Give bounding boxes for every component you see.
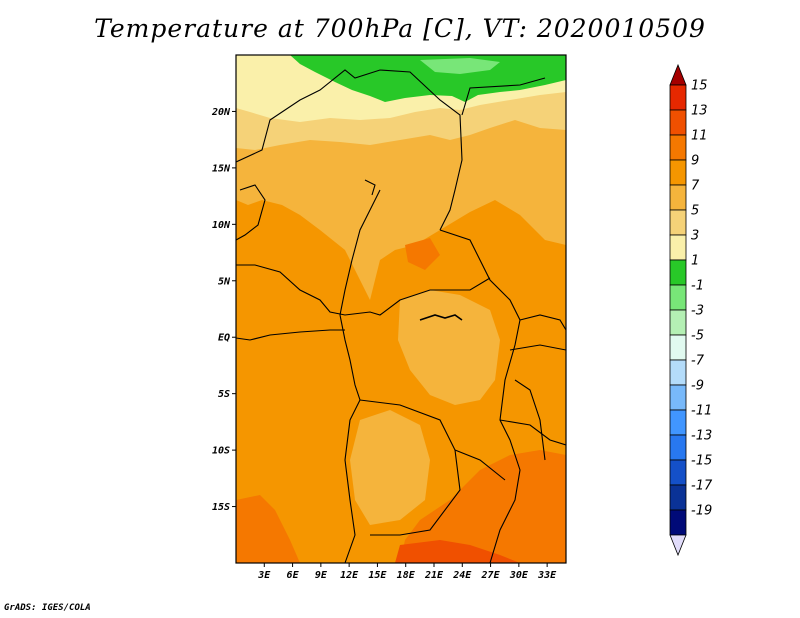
latitude-axis: 20N 15N 10N 5N EQ 5S 10S 15S — [211, 107, 236, 513]
colorbar-label: -7 — [691, 354, 705, 369]
lon-tick-label: 9E — [315, 570, 328, 581]
colorbar-label: -17 — [691, 479, 713, 494]
colorbar-label: -9 — [691, 379, 704, 394]
colorbar-label: -1 — [691, 279, 704, 294]
field-11-13-se — [400, 450, 566, 563]
colorbar-swatch — [669, 184, 687, 211]
colorbar-swatch — [669, 259, 687, 286]
colorbar-label: -15 — [691, 454, 712, 469]
colorbar-swatch — [669, 384, 687, 411]
colorbar-swatch — [669, 234, 687, 261]
colorbar-label: 9 — [691, 154, 699, 169]
lon-tick-label: 21E — [424, 570, 444, 581]
field-7-9-south — [350, 410, 430, 525]
colorbar-swatch — [669, 159, 687, 186]
colorbar-swatch — [669, 509, 687, 536]
colorbar-label: 3 — [691, 229, 699, 244]
colorbar-swatch — [669, 484, 687, 511]
lat-tick-label: 15S — [212, 502, 230, 513]
lon-tick-label: 12E — [340, 570, 359, 581]
lat-tick-label: EQ — [218, 333, 230, 344]
grads-credit: GrADS: IGES/COLA — [4, 603, 91, 613]
colorbar-swatch — [669, 359, 687, 386]
lat-tick-label: 5S — [218, 389, 230, 400]
lon-tick-label: 24E — [452, 570, 472, 581]
lat-tick-label: 20N — [211, 107, 231, 118]
lon-tick-label: 15E — [368, 570, 387, 581]
lon-tick-label: 27E — [481, 570, 501, 581]
field-1-3 — [290, 55, 566, 102]
colorbar-top-arrow — [669, 63, 687, 86]
colorbar-label: -3 — [691, 304, 704, 319]
colorbar-swatch — [669, 134, 687, 161]
colorbar-swatch — [669, 209, 687, 236]
longitude-axis: 3E 6E 9E 12E 15E 18E 21E 24E 27E 30E 33E — [257, 563, 557, 581]
colorbar-swatch — [669, 84, 687, 111]
field-11-13-c — [405, 238, 440, 270]
colorbar-swatch — [669, 309, 687, 336]
map-title: Temperature at 700hPa [C], VT: 202001050… — [94, 14, 706, 43]
colorbar-label: 11 — [691, 129, 708, 144]
field-lightgreen — [420, 58, 500, 74]
colorbar-swatch — [669, 409, 687, 436]
colorbar-label: 1 — [691, 254, 699, 269]
lon-tick-label: 3E — [257, 570, 271, 581]
lat-tick-label: 10N — [212, 220, 231, 231]
lon-tick-label: 30E — [509, 570, 529, 581]
lat-tick-label: 10S — [212, 446, 230, 457]
colorbar-label: 13 — [691, 104, 708, 119]
colorbar-label: 15 — [691, 79, 708, 94]
field-13-15 — [395, 540, 520, 563]
lat-tick-label: 15N — [212, 163, 231, 174]
colorbar-label: -5 — [691, 329, 704, 344]
colorbar-label: 7 — [691, 179, 700, 194]
colorbar-label: -11 — [691, 404, 712, 419]
field-11-13-sw — [236, 495, 300, 563]
colorbar-label: -13 — [691, 429, 712, 444]
colorbar-swatch — [669, 109, 687, 136]
lon-tick-label: 33E — [537, 570, 557, 581]
plot-frame — [235, 54, 567, 564]
lon-tick-label: 18E — [397, 570, 416, 581]
lon-tick-label: 6E — [287, 570, 300, 581]
colorbar-swatch — [669, 459, 687, 486]
colorbar-swatch — [669, 334, 687, 361]
colorbar-label: 5 — [691, 204, 699, 219]
colorbar-label: -19 — [691, 504, 712, 519]
lat-tick-label: 5N — [218, 276, 231, 287]
political-borders — [236, 69, 566, 563]
colorbar-bottom-arrow — [669, 534, 687, 557]
colorbar: 15 13 11 9 7 5 3 1 -1 -3 -5 -7 -9 -11 -13 -15 -17 -19 — [669, 63, 713, 557]
colorbar-swatch — [669, 284, 687, 311]
colorbar-swatch — [669, 434, 687, 461]
temperature-field — [236, 55, 566, 563]
